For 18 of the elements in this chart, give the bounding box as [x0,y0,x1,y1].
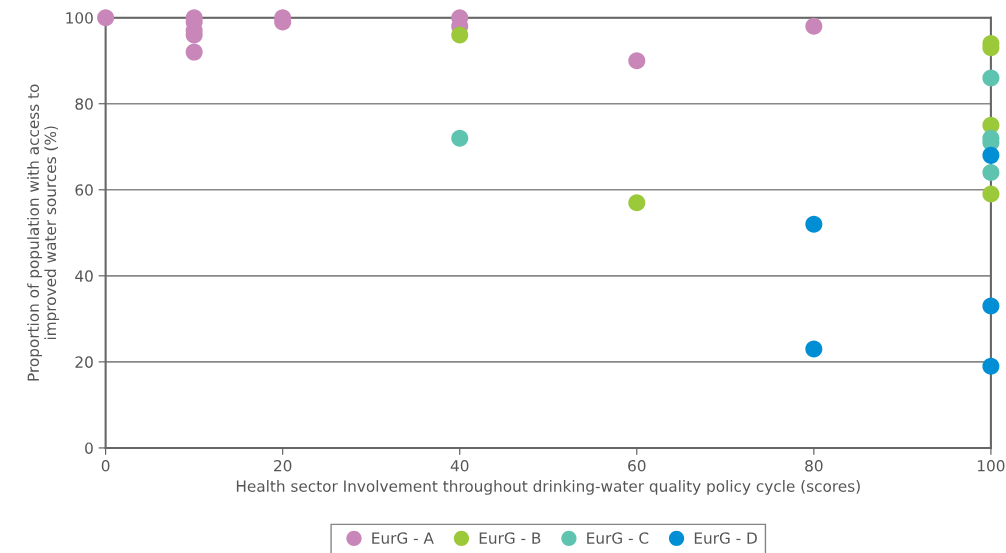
legend-label: EurG - C [587,532,649,544]
y-tick-label: 60 [75,184,93,196]
y-tick-label: 40 [75,270,93,282]
x-tick-label: 0 [101,460,110,472]
y-axis-title: Proportion of population with access to improved water sources (%) [27,84,60,381]
x-tick-label: 40 [450,460,469,472]
y-tick-label: 20 [75,356,93,368]
y-tick-label: 100 [66,12,93,24]
x-tick-label: 20 [274,460,292,472]
legend-label: EurG - D [694,532,757,544]
legend-label: EurG - A [372,532,434,544]
x-tick-label: 60 [628,460,646,472]
legend-label: EurG - B [479,532,541,544]
y-tick-label: 0 [85,442,93,454]
x-tick-label: 80 [805,460,823,472]
y-tick-label: 80 [75,98,93,110]
x-axis-title: Health sector Involvement throughout drinking-water quality policy cycle (scores) [236,480,860,495]
x-tick-label: 100 [978,460,1005,472]
